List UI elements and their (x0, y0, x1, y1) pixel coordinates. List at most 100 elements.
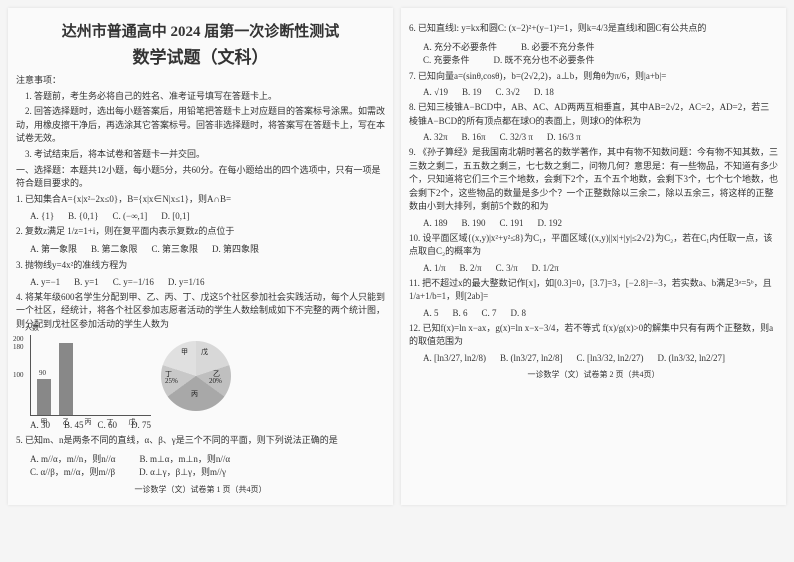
q9-opt-b: B. 190 (462, 218, 486, 228)
left-column: 达州市普通高中 2024 届第一次诊断性测试 数学试题（文科） 注意事项： 1.… (8, 8, 393, 505)
instruction-3: 3. 考试结束后，将本试卷和答题卡一并交回。 (16, 148, 385, 162)
q5-opt-c: C. α//β，m//α，则m//β (30, 465, 115, 478)
q9-opt-a: A. 189 (423, 218, 448, 228)
bar-ytick-180: 180 (13, 343, 24, 351)
q11-opt-d: D. 8 (511, 308, 527, 318)
q10-options: A. 1/π B. 2/π C. 3/π D. 1/2π (423, 263, 778, 273)
q10-opt-d: D. 1/2π (532, 263, 559, 273)
q3-options: A. y=−1 B. y=1 C. y=−1/16 D. y=1/16 (30, 277, 385, 287)
bar-ytitle: 人数 (25, 323, 39, 333)
exam-subtitle: 数学试题（文科） (16, 43, 385, 68)
q1-opt-a: A. {1} (30, 211, 54, 221)
q6-opt-c: C. 充要条件 (423, 53, 470, 66)
q12-opt-b: B. (ln3/27, ln2/8] (500, 353, 563, 363)
q11-opt-a: A. 5 (423, 308, 439, 318)
question-4: 4. 将某年级600名学生分配到甲、乙、丙、丁、戊这5个社区参加社会实践活动，每… (16, 291, 385, 332)
q11-opt-b: B. 6 (453, 308, 468, 318)
q7-opt-d: D. 18 (534, 87, 554, 97)
q7-opt-c: C. 3√2 (495, 87, 519, 97)
question-9: 9. 《孙子算经》是我国南北朝时著名的数学著作，其中有物不知数问题：今有物不知其… (409, 146, 778, 214)
bar-x-wu: 戊 (125, 417, 139, 427)
q2-opt-b: B. 第二象限 (91, 242, 138, 255)
pie-lbl-bing: 丙 (191, 389, 198, 399)
footer-left: 一诊数学（文）试卷第 1 页（共4页） (16, 484, 385, 495)
bar-yi (59, 343, 73, 415)
q12-options: A. [ln3/27, ln2/8) B. (ln3/27, ln2/8] C.… (423, 353, 778, 363)
q1-opt-c: C. (−∞,1] (113, 211, 148, 221)
q5-options-row2: C. α//β，m//α，则m//β D. α⊥γ，β⊥γ，则m//γ (30, 465, 385, 478)
q7-options: A. √19 B. 19 C. 3√2 D. 18 (423, 87, 778, 97)
q11-opt-c: C. 7 (482, 308, 497, 318)
q10-opt-a: A. 1/π (423, 263, 446, 273)
question-8: 8. 已知三棱锥A−BCD中，AB、AC、AD两两互相垂直，其中AB=2√2，A… (409, 101, 778, 128)
right-column: 6. 已知直线l: y=kx和圆C: (x−2)²+(y−1)²=1，则k=4/… (401, 8, 786, 505)
pie-lbl-wu: 戊 (201, 347, 208, 357)
question-3: 3. 抛物线y=4x²的准线方程为 (16, 259, 385, 273)
question-2: 2. 复数z满足 1/z=1+i，则在复平面内表示复数z的点位于 (16, 225, 385, 239)
instruction-1: 1. 答题前，考生务必将自己的姓名、准考证号填写在答题卡上。 (16, 90, 385, 104)
q5-opt-a: A. m//α，m//n，则n//α (30, 452, 115, 465)
q2-opt-a: A. 第一象限 (30, 242, 77, 255)
pie-chart: 戊 甲 乙 丙 丁 25% 20% (161, 341, 231, 411)
q5-opt-b: B. m⊥α，m⊥n，则n//α (139, 452, 230, 465)
q9-options: A. 189 B. 190 C. 191 D. 192 (423, 218, 778, 228)
q3-opt-c: C. y=−1/16 (113, 277, 154, 287)
q2-opt-c: C. 第三象限 (152, 242, 199, 255)
q9-opt-d: D. 192 (538, 218, 563, 228)
q8-opt-c: C. 32/3 π (500, 132, 533, 142)
pie-pct-20: 20% (209, 377, 222, 385)
q8-opt-d: D. 16/3 π (547, 132, 581, 142)
q6-opt-d: D. 既不充分也不必要条件 (494, 53, 595, 66)
bar-ytick-200: 200 (13, 335, 24, 343)
question-10: 10. 设平面区域{(x,y)|x²+y²≤8}为C₁，平面区域{(x,y)||… (409, 232, 778, 259)
q6-opt-b: B. 必要不充分条件 (521, 40, 595, 53)
q9-opt-c: C. 191 (500, 218, 524, 228)
q6-opt-a: A. 充分不必要条件 (423, 40, 497, 53)
q2-options: A. 第一象限 B. 第二象限 C. 第三象限 D. 第四象限 (30, 242, 385, 255)
notice-head: 注意事项： (16, 74, 385, 87)
bar-ytick-100: 100 (13, 371, 24, 379)
question-6: 6. 已知直线l: y=kx和圆C: (x−2)²+(y−1)²=1，则k=4/… (409, 22, 778, 36)
pie-lbl-jia: 甲 (181, 347, 188, 357)
q3-opt-d: D. y=1/16 (168, 277, 205, 287)
q2-opt-d: D. 第四象限 (212, 242, 259, 255)
footer-right: 一诊数学（文）试卷第 2 页（共4页） (409, 369, 778, 380)
q10-opt-c: C. 3/π (496, 263, 518, 273)
section-1-head: 一、选择题：本题共12小题，每小题5分，共60分。在每小题给出的四个选项中，只有… (16, 164, 385, 189)
q3-opt-a: A. y=−1 (30, 277, 60, 287)
question-5: 5. 已知m、n是两条不同的直线，α、β、γ是三个不同的平面，则下列说法正确的是 (16, 434, 385, 448)
q6-options-row1: A. 充分不必要条件 B. 必要不充分条件 (423, 40, 778, 53)
question-7: 7. 已知向量a=(sinθ,cosθ)，b=(2√2,2)，a⊥b，则角θ为π… (409, 70, 778, 84)
q12-opt-c: C. [ln3/32, ln2/27) (577, 353, 644, 363)
q1-opt-b: B. {0,1} (68, 211, 98, 221)
bar-chart: 人数 200 180 100 90 甲 乙 丙 丁 戊 (30, 335, 151, 416)
charts: 人数 200 180 100 90 甲 乙 丙 丁 戊 戊 甲 乙 丙 丁 (30, 335, 385, 416)
q7-opt-a: A. √19 (423, 87, 448, 97)
q7-opt-b: B. 19 (462, 87, 482, 97)
question-12: 12. 已知f(x)=ln x−ax，g(x)=ln x−x−3/4，若不等式 … (409, 322, 778, 349)
bar-jia-label: 90 (39, 369, 46, 377)
bar-x-yi: 乙 (59, 417, 73, 427)
bar-x-bing: 丙 (81, 417, 95, 427)
exam-title: 达州市普通高中 2024 届第一次诊断性测试 (16, 20, 385, 41)
q11-options: A. 5 B. 6 C. 7 D. 8 (423, 308, 778, 318)
q8-opt-a: A. 32π (423, 132, 448, 142)
q8-opt-b: B. 16π (462, 132, 486, 142)
q12-opt-a: A. [ln3/27, ln2/8) (423, 353, 486, 363)
q6-options-row2: C. 充要条件 D. 既不充分也不必要条件 (423, 53, 778, 66)
q8-options: A. 32π B. 16π C. 32/3 π D. 16/3 π (423, 132, 778, 142)
bar-x-jia: 甲 (37, 417, 51, 427)
q12-opt-d: D. (ln3/32, ln2/27] (658, 353, 726, 363)
pie-pct-25: 25% (165, 377, 178, 385)
q1-opt-d: D. [0,1] (161, 211, 189, 221)
q10-opt-b: B. 2/π (460, 263, 482, 273)
instruction-2: 2. 回答选择题时，选出每小题答案后，用铅笔把答题卡上对应题目的答案标号涂黑。如… (16, 105, 385, 146)
question-1: 1. 已知集合A={x|x²−2x≤0}，B={x|x∈N|x≤1}，则A∩B= (16, 193, 385, 207)
question-11: 11. 把不超过x的最大整数记作[x]，如[0.3]=0，[3.7]=3，[−2… (409, 277, 778, 304)
q3-opt-b: B. y=1 (74, 277, 99, 287)
bar-jia: 90 (37, 379, 51, 415)
q5-opt-d: D. α⊥γ，β⊥γ，则m//γ (139, 465, 226, 478)
bar-x-ding: 丁 (103, 417, 117, 427)
q5-options-row1: A. m//α，m//n，则n//α B. m⊥α，m⊥n，则n//α (30, 452, 385, 465)
q1-options: A. {1} B. {0,1} C. (−∞,1] D. [0,1] (30, 211, 385, 221)
